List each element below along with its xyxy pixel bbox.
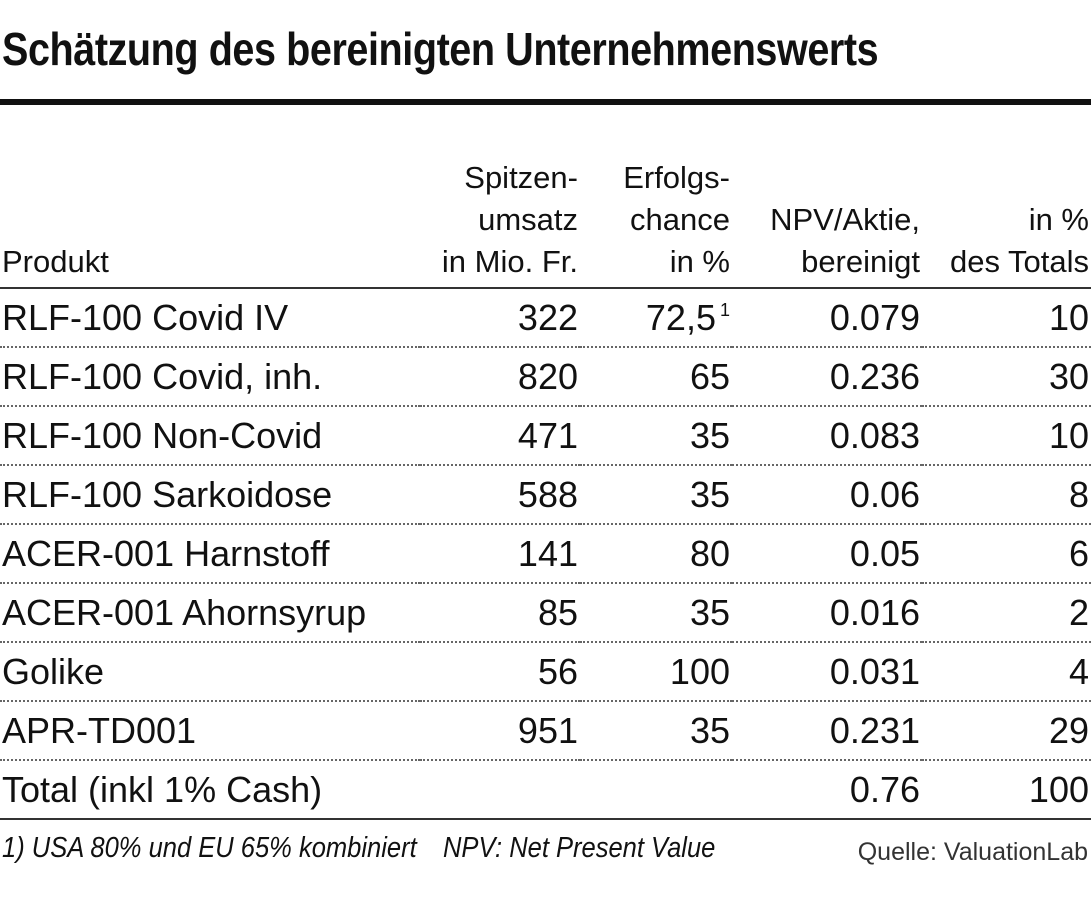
cell: ACER-001 Harnstoff [0, 524, 420, 584]
empty-cell [580, 760, 732, 820]
row: ACER-001 Harnstoff 141 80 0.05 6 [0, 524, 1091, 584]
column-header: Spitzen- umsatz in Mio. Fr. [420, 105, 580, 289]
cell: 0.76 [732, 760, 922, 820]
row: RLF-100 Covid IV 322 72,5 1 0.079 10 [0, 288, 1091, 348]
cell: RLF-100 Covid, inh. [0, 347, 420, 407]
cell: 0.083 [732, 406, 922, 466]
cell: 0.016 [732, 583, 922, 643]
cell: 85 [420, 583, 580, 643]
cell: 8 [922, 465, 1091, 525]
cell: 10 [922, 288, 1091, 348]
table-body: RLF-100 Covid IV 322 72,5 1 0.079 10 RLF-100 C… [0, 288, 1091, 820]
cell: 35 [580, 406, 732, 466]
cell: Golike [0, 642, 420, 702]
cell: 35 [580, 583, 732, 643]
cell: 0.236 [732, 347, 922, 407]
cell: 0.079 [732, 288, 922, 348]
cell: ACER-001 Ahornsyrup [0, 583, 420, 643]
cell: 65 [580, 347, 732, 407]
cell: 80 [580, 524, 732, 584]
row: APR-TD001 951 35 0.231 29 [0, 701, 1091, 761]
cell-value: 72,5 [645, 296, 716, 338]
cell: 951 [420, 701, 580, 761]
cell: 100 [580, 642, 732, 702]
footnote-marker: 1 [719, 299, 730, 320]
cell: 35 [580, 465, 732, 525]
table-head: Produkt Spitzen- umsatz in Mio. Fr. Erfolg… [0, 105, 1091, 289]
cell: 29 [922, 701, 1091, 761]
row: ACER-001 Ahornsyrup 85 35 0.016 2 [0, 583, 1091, 643]
row: RLF-100 Sarkoidose 588 35 0.06 8 [0, 465, 1091, 525]
cell: Total (inkl 1% Cash) [0, 760, 420, 820]
title-rule [0, 99, 1091, 105]
source: Quelle: ValuationLab [857, 838, 1088, 866]
cell: 30 [922, 347, 1091, 407]
footnote: 1) USA 80% und EU 65% kombiniert [2, 832, 417, 864]
cell: 72,5 1 [580, 288, 732, 348]
cell: 35 [580, 701, 732, 761]
cell: RLF-100 Covid IV [0, 288, 420, 348]
column-header: Erfolgs- chance in % [580, 105, 732, 289]
cell: 0.031 [732, 642, 922, 702]
cell: 322 [420, 288, 580, 348]
row: RLF-100 Non-Covid 471 35 0.083 10 [0, 406, 1091, 466]
cell: 2 [922, 583, 1091, 643]
cell: 0.06 [732, 465, 922, 525]
total-row: Total (inkl 1% Cash) 0.76 100 [0, 760, 1091, 820]
cell: 0.05 [732, 524, 922, 584]
header-row: Produkt Spitzen- umsatz in Mio. Fr. Erfolg… [0, 105, 1091, 289]
cell: APR-TD001 [0, 701, 420, 761]
footnote: NPV: Net Present Value [443, 832, 716, 864]
cell: RLF-100 Non-Covid [0, 406, 420, 466]
cell: 6 [922, 524, 1091, 584]
cell: 0.231 [732, 701, 922, 761]
row: Golike 56 100 0.031 4 [0, 642, 1091, 702]
column-header: NPV/Aktie, bereinigt [732, 105, 922, 289]
cell: 56 [420, 642, 580, 702]
cell: 10 [922, 406, 1091, 466]
row: RLF-100 Covid, inh. 820 65 0.236 30 [0, 347, 1091, 407]
cell: 100 [922, 760, 1091, 820]
cell: 141 [420, 524, 580, 584]
column-header: Produkt [0, 105, 420, 289]
table: Produkt Spitzen- umsatz in Mio. Fr. Erfolg… [0, 105, 1091, 820]
cell: 588 [420, 465, 580, 525]
cell: RLF-100 Sarkoidose [0, 465, 420, 525]
cell: 471 [420, 406, 580, 466]
title: Schätzung des bereinigten Unternehmenswe… [2, 23, 879, 75]
cell: 820 [420, 347, 580, 407]
empty-cell [420, 760, 580, 820]
column-header: in % des Totals [922, 105, 1091, 289]
cell: 4 [922, 642, 1091, 702]
